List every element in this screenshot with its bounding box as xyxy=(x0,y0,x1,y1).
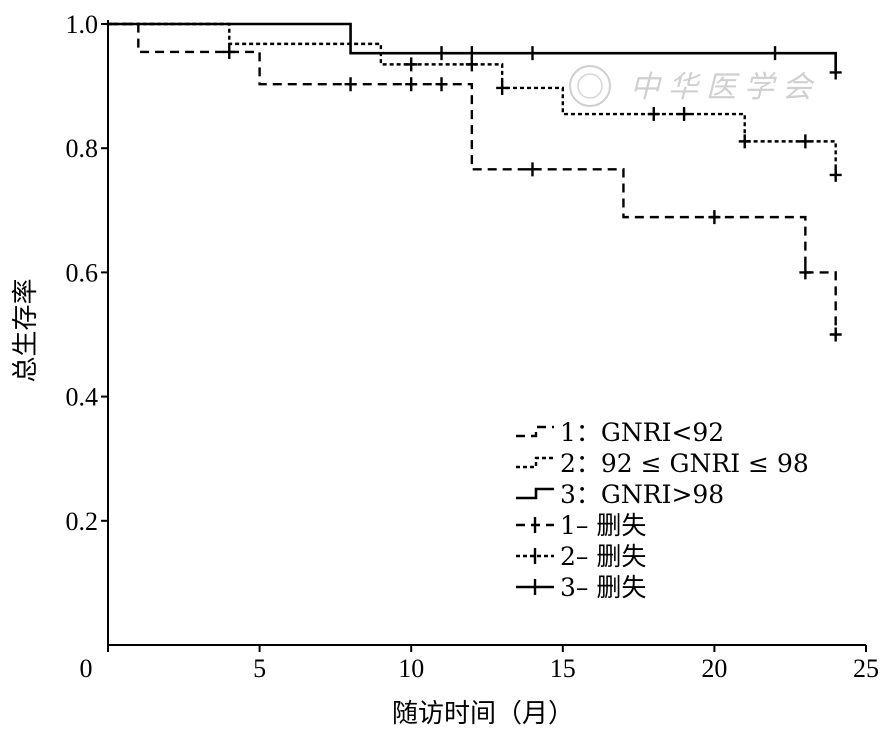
legend: 1：GNRI<922：92 ≤ GNRI ≤ 983：GNRI>981– 删失2… xyxy=(516,418,809,602)
series-3-censor-mark xyxy=(829,65,842,80)
watermark-text: 中华医学会 xyxy=(630,70,820,105)
series-3 xyxy=(108,22,842,80)
legend-label: 1– 删失 xyxy=(560,511,646,540)
legend-item-3: 3：GNRI>98 xyxy=(516,480,724,509)
legend-item-6: 3– 删失 xyxy=(516,573,646,602)
y-tick-label: 0.4 xyxy=(66,383,99,412)
series-2-censor-mark xyxy=(678,107,691,122)
y-tick-label: 0.8 xyxy=(66,134,99,163)
legend-swatch xyxy=(516,487,554,500)
legend-label: 2：92 ≤ GNRI ≤ 98 xyxy=(560,449,809,478)
y-axis-title: 总生存率 xyxy=(11,278,41,382)
watermark: 中华医学会 xyxy=(569,65,820,107)
x-tick-label: 25 xyxy=(853,654,879,683)
series-1-censor-mark xyxy=(829,327,842,342)
watermark-seal-inner-icon xyxy=(577,73,603,99)
series-1-censor-mark xyxy=(344,77,357,92)
series-1-censor-mark xyxy=(526,162,539,177)
series-1-censor-mark xyxy=(799,265,812,280)
legend-item-4: 1– 删失 xyxy=(516,511,646,540)
series-1-censor-mark xyxy=(223,44,236,59)
series-1-censor-mark xyxy=(708,210,721,225)
series-2 xyxy=(108,22,842,182)
series-3-censor-mark xyxy=(465,46,478,61)
y-tick-label: 0.6 xyxy=(66,258,99,287)
series-2-censor-mark xyxy=(799,134,812,149)
series-3-line xyxy=(108,22,837,73)
legend-item-2: 2：92 ≤ GNRI ≤ 98 xyxy=(516,449,809,478)
legend-label: 3– 删失 xyxy=(560,573,646,602)
x-tick-label: 20 xyxy=(701,654,727,683)
x-tick-label: 0 xyxy=(80,654,93,683)
legend-label: 1：GNRI<92 xyxy=(560,418,724,447)
series-1-censor-mark xyxy=(405,77,418,92)
y-tick-label: 0.2 xyxy=(66,507,99,536)
legend-swatch xyxy=(516,456,554,469)
series-2-censor-mark xyxy=(829,167,842,182)
legend-swatch xyxy=(516,425,554,438)
x-tick-label: 5 xyxy=(253,654,266,683)
series-3-censor-mark xyxy=(769,46,782,61)
series-1 xyxy=(108,22,842,342)
series-2-censor-mark xyxy=(496,80,509,95)
x-axis-title: 随访时间（月） xyxy=(392,699,574,729)
x-tick-label: 10 xyxy=(398,654,424,683)
series-1-censor-mark xyxy=(435,77,448,92)
series-2-censor-mark xyxy=(738,134,751,149)
series-2-censor-mark xyxy=(405,57,418,72)
legend-item-1: 1：GNRI<92 xyxy=(516,418,724,447)
watermark-seal-icon xyxy=(569,65,611,107)
series-3-censor-mark xyxy=(526,46,539,61)
legend-label: 2– 删失 xyxy=(560,542,646,571)
x-tick-label: 15 xyxy=(550,654,576,683)
legend-item-5: 2– 删失 xyxy=(516,542,646,571)
series-2-censor-mark xyxy=(647,107,660,122)
series-3-censor-mark xyxy=(435,46,448,61)
series-layer xyxy=(108,22,842,342)
legend-label: 3：GNRI>98 xyxy=(560,480,724,509)
axes: 0 5 10 15 20 25 0.2 0.4 0.6 0.8 1.0 随访时间（月） 总生存率 xyxy=(11,10,879,729)
y-tick-label: 1.0 xyxy=(66,10,99,39)
